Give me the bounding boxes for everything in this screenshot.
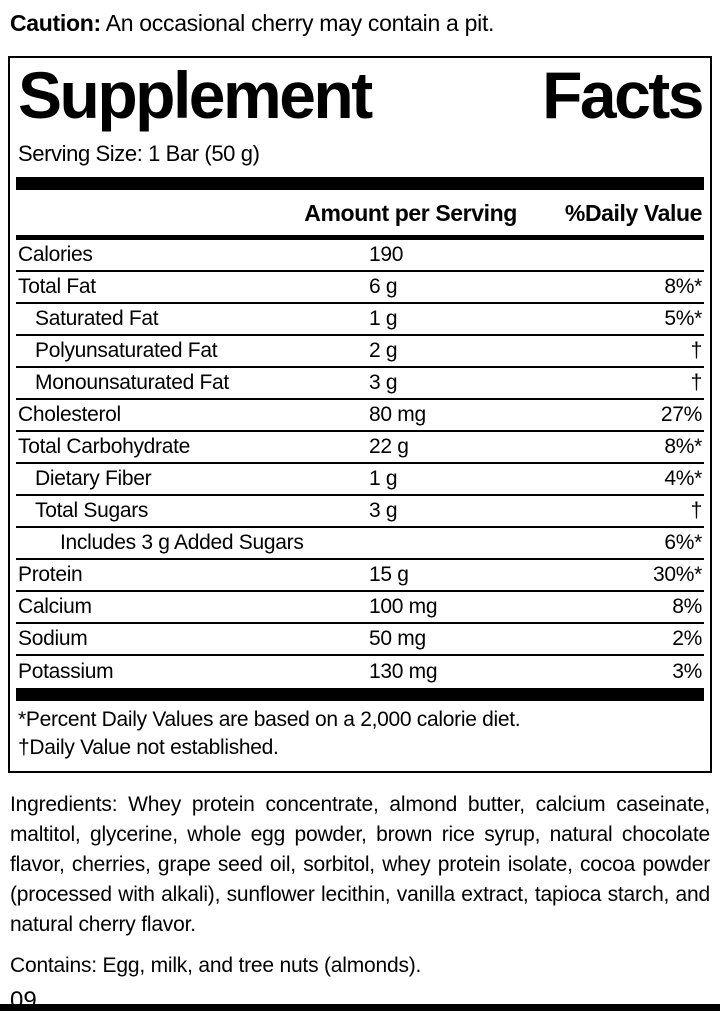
table-row: Cholesterol 80 mg 27%	[16, 400, 704, 433]
nutrient-name: Total Sugars	[35, 499, 149, 523]
nutrient-amount: 3 g	[369, 499, 398, 523]
table-row: Total Sugars 3 g †	[16, 496, 704, 529]
nutrient-name: Protein	[18, 563, 83, 587]
nutrient-daily-value: 3%	[672, 660, 702, 684]
nutrient-amount: 1 g	[369, 467, 398, 491]
serving-size: Serving Size: 1 Bar (50 g)	[18, 141, 260, 167]
nutrient-name: Total Fat	[18, 275, 96, 299]
nutrient-amount: 50 mg	[369, 627, 426, 651]
nutrient-amount: 100 mg	[369, 595, 438, 619]
nutrient-name: Potassium	[18, 660, 114, 684]
thick-divider-top	[16, 177, 704, 191]
table-row: Sodium 50 mg 2%	[16, 624, 704, 657]
nutrient-daily-value: 8%*	[664, 435, 702, 459]
footnote-daily-values: *Percent Daily Values are based on a 2,0…	[18, 708, 521, 732]
table-row: Protein 15 g 30%*	[16, 560, 704, 593]
nutrient-amount: 15 g	[369, 563, 409, 587]
footnote-not-established: †Daily Value not established.	[18, 736, 279, 760]
title-word-facts: Facts	[542, 58, 704, 132]
contains-statement: Contains: Egg, milk, and tree nuts (almo…	[10, 954, 422, 978]
nutrient-name: Total Carbohydrate	[18, 435, 191, 459]
table-row: Total Carbohydrate 22 g 8%*	[16, 432, 704, 465]
ingredients-paragraph: Ingredients: Whey protein concentrate, a…	[10, 793, 710, 937]
nutrient-daily-value: †	[690, 371, 703, 395]
table-row: Calcium 100 mg 8%	[16, 592, 704, 625]
table-row: Calories 190	[16, 240, 704, 273]
nutrient-name: Calcium	[18, 595, 92, 619]
nutrient-daily-value: †	[690, 339, 703, 363]
table-row: Monounsaturated Fat 3 g †	[16, 368, 704, 401]
nutrient-table-body: Calories 190 Total Fat 6 g 8%* Saturated…	[16, 240, 704, 688]
nutrient-daily-value: 4%*	[664, 467, 702, 491]
header-divider	[16, 235, 704, 241]
nutrient-daily-value: 8%	[672, 595, 702, 619]
nutrient-table-header: Amount per Serving %Daily Value	[16, 190, 704, 235]
table-row: Polyunsaturated Fat 2 g †	[16, 336, 704, 369]
column-header-daily-value: %Daily Value	[564, 200, 703, 227]
title-word-supplement: Supplement	[18, 58, 373, 132]
bottom-bar	[0, 1004, 720, 1011]
supplement-facts-title: Supplement Facts	[16, 60, 704, 129]
column-header-amount: Amount per Serving	[304, 200, 517, 227]
nutrient-name: Monounsaturated Fat	[35, 371, 229, 395]
table-row: Dietary Fiber 1 g 4%*	[16, 464, 704, 497]
caution-note: Caution: An occasional cherry may contai…	[10, 10, 710, 37]
nutrient-name: Dietary Fiber	[35, 467, 152, 491]
nutrient-daily-value: 2%	[672, 627, 702, 651]
thick-divider-bottom	[16, 688, 704, 702]
nutrient-daily-value: 30%*	[652, 563, 702, 587]
table-row: Potassium 130 mg 3%	[16, 656, 704, 688]
nutrient-name: Cholesterol	[18, 403, 121, 427]
footnotes: *Percent Daily Values are based on a 2,0…	[16, 701, 704, 771]
table-row: Total Fat 6 g 8%*	[16, 272, 704, 305]
nutrient-amount: 2 g	[369, 339, 398, 363]
caution-text: An occasional cherry may contain a pit.	[100, 10, 495, 36]
supplement-facts-panel: Supplement Facts Serving Size: 1 Bar (50…	[8, 56, 712, 774]
nutrient-amount: 3 g	[369, 371, 398, 395]
nutrient-amount: 130 mg	[369, 660, 438, 684]
nutrient-daily-value: 6%*	[664, 531, 702, 555]
nutrient-daily-value: 5%*	[664, 307, 702, 331]
nutrient-daily-value: 27%	[660, 403, 702, 427]
nutrient-name: Calories	[18, 243, 93, 267]
nutrient-daily-value: †	[690, 499, 703, 523]
nutrient-name: Polyunsaturated Fat	[35, 339, 218, 363]
caution-label: Caution:	[10, 10, 101, 36]
table-row: Includes 3 g Added Sugars 6%*	[16, 528, 704, 561]
table-row: Saturated Fat 1 g 5%*	[16, 304, 704, 337]
nutrient-amount: 1 g	[369, 307, 398, 331]
nutrient-amount: 190	[369, 243, 404, 267]
nutrient-daily-value: 8%*	[664, 275, 702, 299]
nutrient-name: Sodium	[18, 627, 88, 651]
nutrient-name: Includes 3 g Added Sugars	[60, 531, 304, 555]
nutrient-amount: 80 mg	[369, 403, 426, 427]
nutrient-amount: 22 g	[369, 435, 409, 459]
nutrient-name: Saturated Fat	[35, 307, 159, 331]
nutrient-amount: 6 g	[369, 275, 398, 299]
